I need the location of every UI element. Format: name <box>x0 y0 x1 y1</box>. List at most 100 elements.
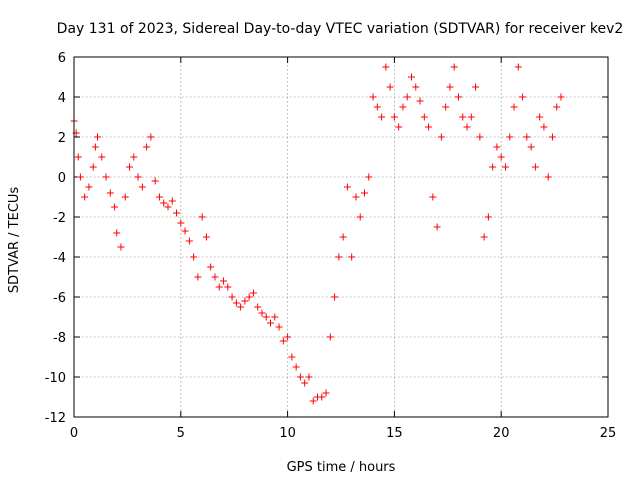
data-point <box>489 163 497 171</box>
data-point <box>480 233 488 241</box>
data-point <box>198 213 206 221</box>
data-point <box>519 93 527 101</box>
data-point <box>305 373 313 381</box>
data-point <box>467 113 475 121</box>
data-point <box>454 93 462 101</box>
y-tick-label: -4 <box>53 251 66 266</box>
data-point <box>497 153 505 161</box>
y-tick-label: -2 <box>53 211 66 226</box>
data-point <box>322 389 330 397</box>
data-point <box>98 153 106 161</box>
data-point <box>326 333 334 341</box>
data-point <box>113 229 121 237</box>
data-point <box>382 63 390 71</box>
data-point <box>463 123 471 131</box>
data-point <box>343 183 351 191</box>
x-tick-label: 15 <box>386 426 403 441</box>
x-axis-label: GPS time / hours <box>287 460 396 475</box>
data-point <box>390 113 398 121</box>
data-point <box>407 73 415 81</box>
y-axis-label: SDTVAR / TECUs <box>7 187 22 294</box>
data-point <box>378 113 386 121</box>
data-point <box>433 223 441 231</box>
data-point <box>442 103 450 111</box>
data-point <box>506 133 514 141</box>
data-point <box>106 189 114 197</box>
data-point <box>523 133 531 141</box>
data-point <box>173 209 181 217</box>
chart-title: Day 131 of 2023, Sidereal Day-to-day VTE… <box>57 21 624 37</box>
data-point <box>126 163 134 171</box>
data-point <box>395 123 403 131</box>
data-point <box>484 213 492 221</box>
data-point <box>151 177 159 185</box>
data-point <box>476 133 484 141</box>
data-point <box>215 283 223 291</box>
data-point <box>177 219 185 227</box>
data-point <box>514 63 522 71</box>
data-point <box>292 363 300 371</box>
data-point <box>85 183 93 191</box>
data-point <box>275 323 283 331</box>
data-point <box>258 309 266 317</box>
data-point <box>365 173 373 181</box>
data-point <box>155 193 163 201</box>
data-point <box>194 273 202 281</box>
data-point <box>102 173 110 181</box>
data-point <box>493 143 501 151</box>
data-point <box>425 123 433 131</box>
data-point <box>237 303 245 311</box>
data-point <box>181 227 189 235</box>
y-tick-label: 0 <box>58 171 66 186</box>
data-point <box>331 293 339 301</box>
data-point <box>232 299 240 307</box>
data-point <box>403 93 411 101</box>
data-point <box>446 83 454 91</box>
data-point <box>224 283 232 291</box>
data-point <box>262 313 270 321</box>
data-point <box>416 97 424 105</box>
data-point <box>339 233 347 241</box>
data-point <box>134 173 142 181</box>
data-point <box>143 143 151 151</box>
plot-frame <box>73 56 609 418</box>
data-point <box>437 133 445 141</box>
x-tick-label: 0 <box>70 426 78 441</box>
data-point <box>399 103 407 111</box>
data-point <box>168 197 176 205</box>
data-point <box>450 63 458 71</box>
data-point <box>147 133 155 141</box>
data-point <box>386 83 394 91</box>
data-point <box>501 163 509 171</box>
data-point <box>279 337 287 345</box>
data-point <box>429 193 437 201</box>
data-point <box>531 163 539 171</box>
data-point <box>202 233 210 241</box>
data-point <box>557 93 565 101</box>
y-tick-label: 6 <box>58 51 66 66</box>
data-point <box>228 293 236 301</box>
y-tick-label: 2 <box>58 131 66 146</box>
data-point <box>254 303 262 311</box>
x-tick-label: 5 <box>177 426 185 441</box>
data-point <box>74 153 82 161</box>
data-point <box>309 397 317 405</box>
data-point <box>284 333 292 341</box>
data-point <box>288 353 296 361</box>
data-point <box>190 253 198 261</box>
data-point <box>111 203 119 211</box>
data-point <box>412 83 420 91</box>
data-point <box>220 277 228 285</box>
data-point <box>241 297 249 305</box>
data-point <box>536 113 544 121</box>
data-point <box>245 293 253 301</box>
data-point <box>527 143 535 151</box>
y-tick-label: -8 <box>53 331 66 346</box>
data-point <box>318 393 326 401</box>
data-point <box>472 83 480 91</box>
data-point <box>81 193 89 201</box>
y-tick-label: -10 <box>45 371 66 386</box>
data-point <box>544 173 552 181</box>
data-point <box>138 183 146 191</box>
